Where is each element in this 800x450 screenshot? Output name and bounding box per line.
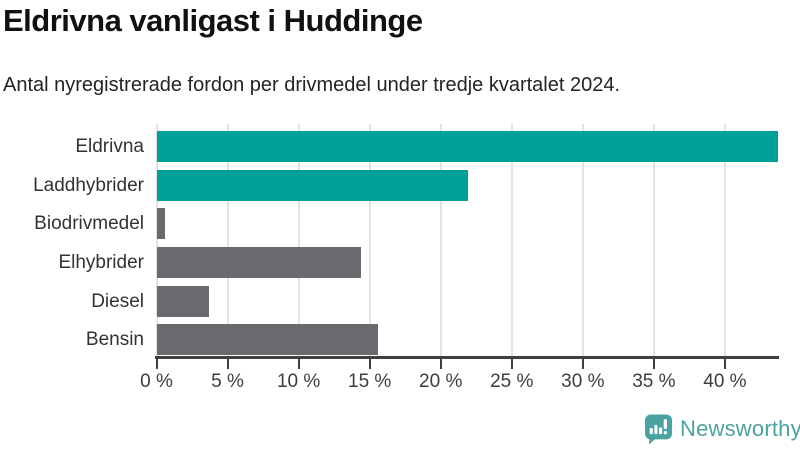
category-label: Biodrivmedel xyxy=(34,213,144,235)
x-axis-tick-label: 15 % xyxy=(348,371,392,392)
category-label: Eldrivna xyxy=(75,136,144,157)
bar-eldrivna xyxy=(156,131,778,162)
x-axis-tick xyxy=(439,359,442,369)
x-axis-tick-label: 30 % xyxy=(561,371,605,392)
category-label: Bensin xyxy=(85,329,144,351)
newsworthy-wordmark: Newsworthy xyxy=(680,416,800,441)
x-axis-tick xyxy=(652,359,655,369)
gridline xyxy=(581,124,584,356)
x-axis-tick xyxy=(368,359,371,369)
gridline xyxy=(155,124,158,356)
category-label: Elhybrider xyxy=(58,251,144,273)
x-axis-tick-label: 20 % xyxy=(419,371,463,392)
gridline xyxy=(226,124,229,356)
x-axis-tick xyxy=(297,359,300,369)
bar-biodrivmedel xyxy=(156,208,166,240)
x-axis-tick-label: 35 % xyxy=(632,371,676,392)
x-axis-tick xyxy=(226,359,229,369)
chart-subtitle: Antal nyregistrerade fordon per drivmede… xyxy=(3,74,621,96)
gridline xyxy=(510,124,513,356)
x-axis-line xyxy=(155,356,779,359)
gridline xyxy=(368,124,371,356)
x-axis-tick xyxy=(155,359,158,369)
x-axis-tick-label: 40 % xyxy=(703,371,747,392)
newsworthy-icon xyxy=(645,413,672,445)
bar-elhybrider xyxy=(156,246,362,278)
newsworthy-logo[interactable]: Newsworthy xyxy=(645,413,800,445)
x-axis-tick-label: 5 % xyxy=(211,371,244,392)
gridline xyxy=(439,124,442,356)
x-axis-tick-label: 10 % xyxy=(276,371,321,392)
gridline xyxy=(723,124,726,356)
x-axis-tick-label: 25 % xyxy=(490,371,534,392)
x-axis-tick-label: 0 % xyxy=(140,371,173,392)
bar-diesel xyxy=(156,285,210,317)
x-axis-tick xyxy=(581,359,584,369)
x-axis-tick xyxy=(723,359,726,369)
category-label: Diesel xyxy=(91,290,144,312)
x-axis-tick xyxy=(510,359,513,369)
chart-title: Eldrivna vanligast i Huddinge xyxy=(3,3,423,38)
bar-bensin xyxy=(156,324,379,356)
gridline xyxy=(652,124,655,356)
bar-laddhybrider xyxy=(156,169,468,201)
gridline xyxy=(297,124,300,356)
category-label: Laddhybrider xyxy=(33,174,144,196)
